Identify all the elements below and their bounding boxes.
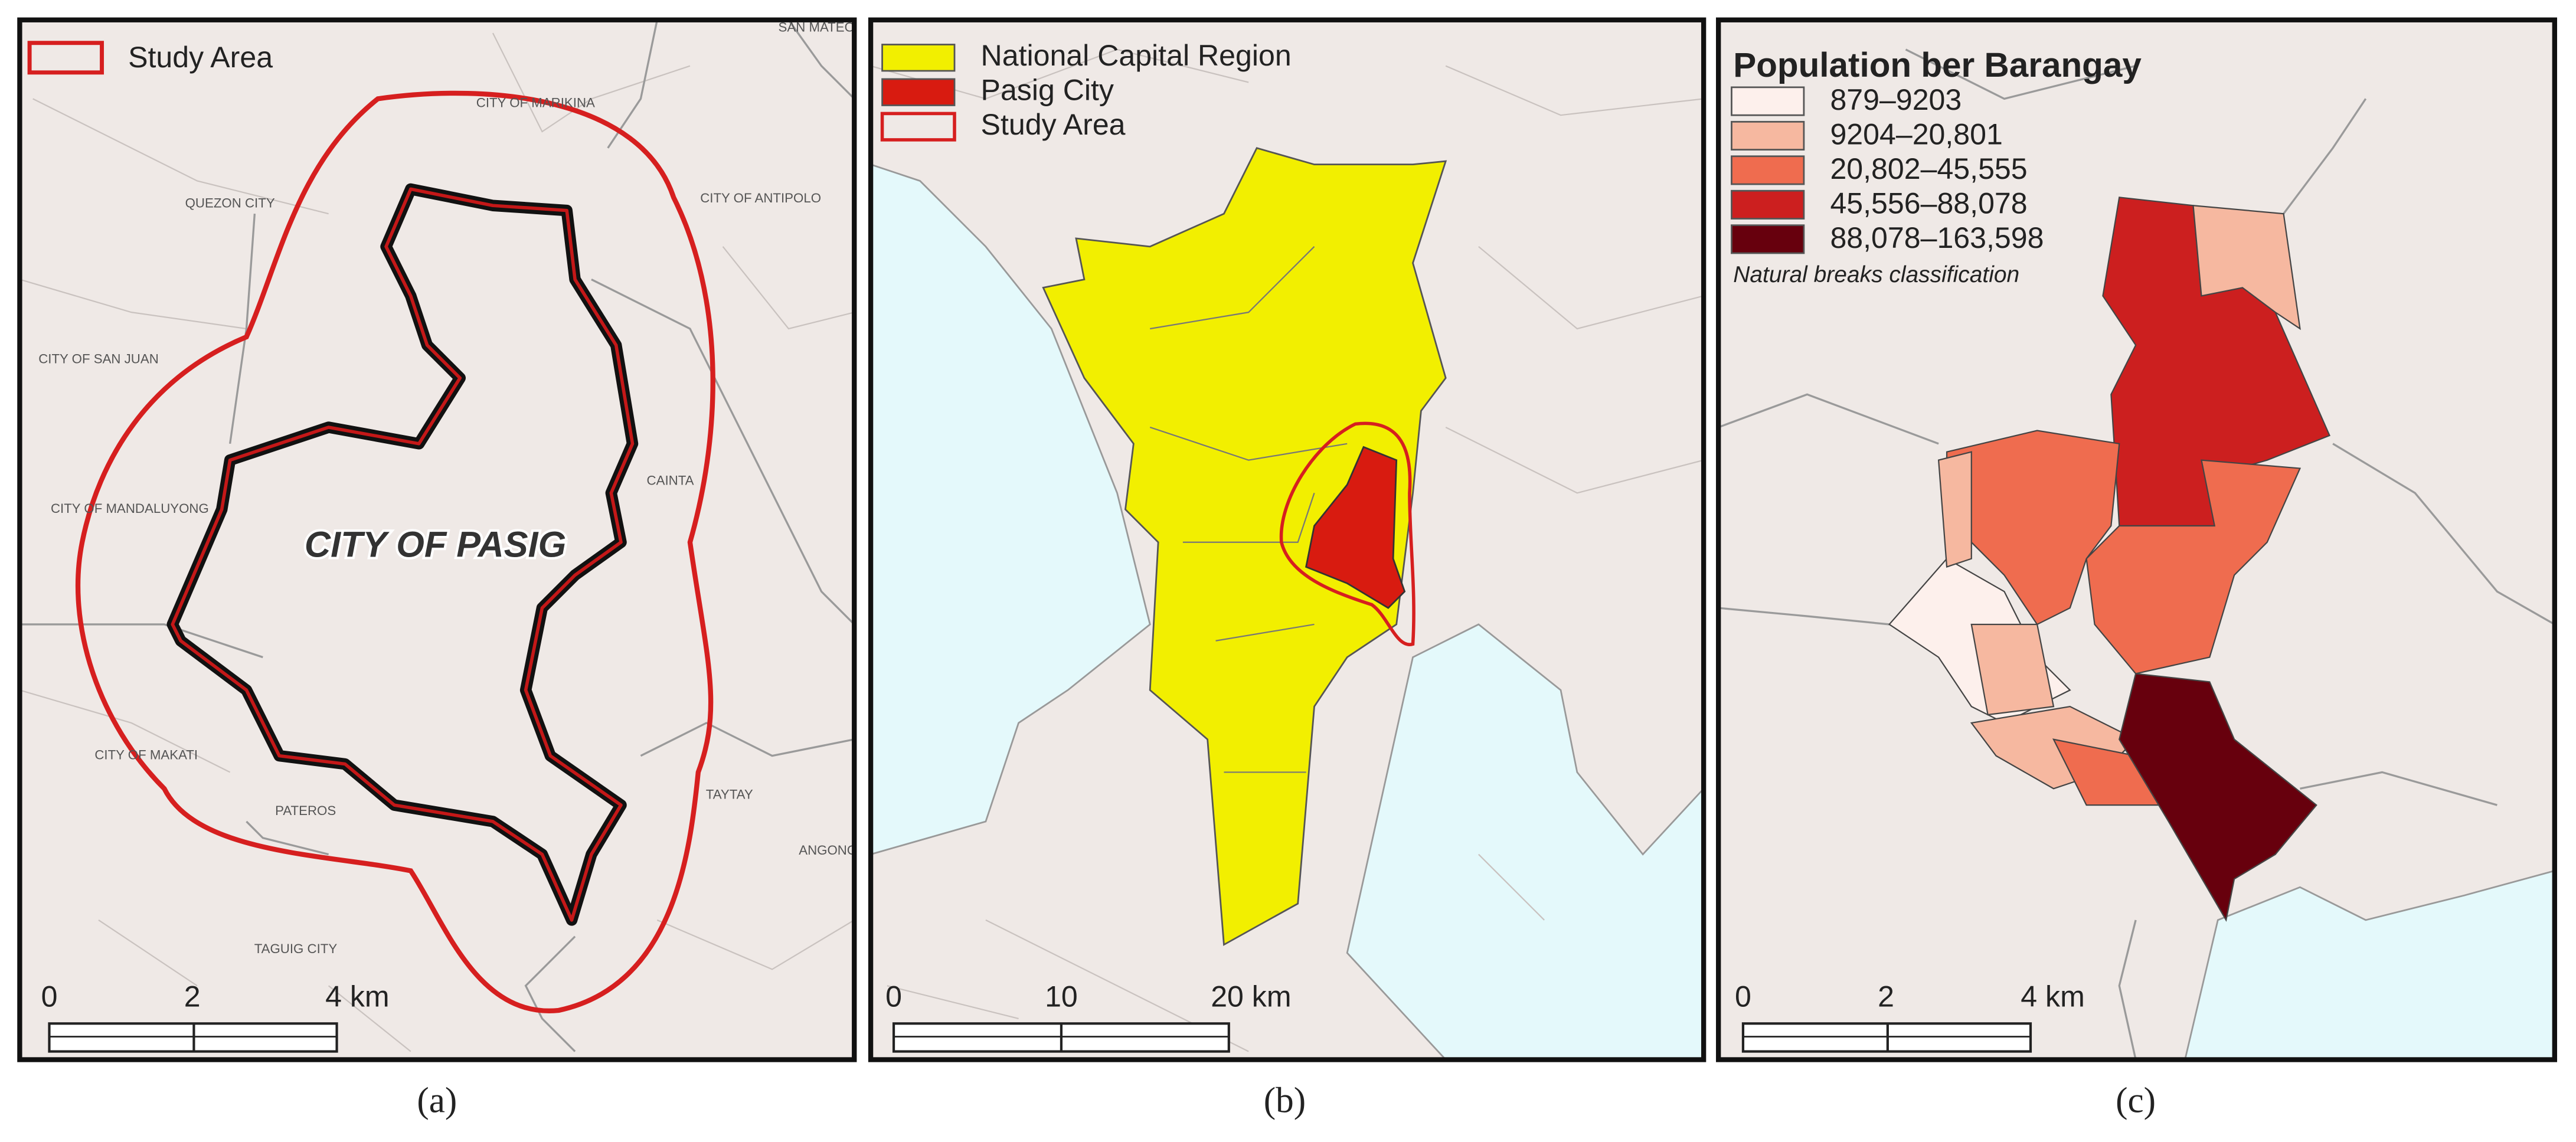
panel-frame — [1716, 17, 2557, 1062]
scale-label: 4 km — [325, 980, 390, 1013]
legend-swatch — [881, 44, 956, 72]
place-label: CITY OF ANTIPOLO — [700, 191, 821, 205]
boundary-lines — [19, 32, 855, 1052]
place-label: ANGONO — [799, 843, 857, 858]
barangay — [2119, 673, 2317, 922]
place-label: CAINTA — [647, 473, 694, 488]
place-label: CITY OF MANDALUYONG — [51, 501, 209, 516]
barangay — [1937, 451, 1972, 568]
legend-swatch — [1731, 155, 1805, 185]
legend-swatch — [1731, 86, 1805, 116]
legend-label: 9204–20,801 — [1830, 118, 2002, 151]
place-label: CITY OF MAKATI — [94, 747, 198, 762]
legend-label: Study Area — [981, 108, 1126, 141]
roads — [19, 19, 855, 1052]
legend-label: 879–9203 — [1830, 83, 1962, 116]
legend-label: 45,556–88,078 — [1830, 186, 2027, 220]
legend-label: 88,078–163,598 — [1830, 221, 2044, 254]
pasig-boundary-inner — [171, 187, 635, 922]
scale-label: 0 — [1735, 980, 1751, 1013]
map-a — [19, 19, 855, 1060]
legend-title: Population ber Barangay — [1733, 46, 2142, 84]
scale-label: 20 km — [1211, 980, 1291, 1013]
caption: (a) — [417, 1081, 457, 1121]
legend-label: National Capital Region — [981, 39, 1292, 72]
study-area-outline — [75, 90, 715, 1013]
legend-swatch — [1731, 224, 1805, 254]
lake — [2184, 869, 2555, 1060]
scale-label: 10 — [1045, 980, 1078, 1013]
scale-label: 0 — [41, 980, 58, 1013]
ncr — [1042, 147, 1447, 946]
scale-label: 2 — [184, 980, 201, 1013]
scale-label: 2 — [1878, 980, 1894, 1013]
barangay — [2192, 205, 2301, 331]
place-label: QUEZON CITY — [185, 195, 275, 210]
ncr-internal — [1149, 246, 1348, 773]
scale-label: 4 km — [2021, 980, 2085, 1013]
legend-label: Study Area — [128, 41, 273, 74]
barangay — [1970, 623, 2055, 716]
pasig-city — [1305, 446, 1406, 609]
panel-frame — [868, 17, 1707, 1062]
boundary-lines — [871, 48, 1704, 1052]
bay — [1346, 623, 1704, 1060]
place-label: PATEROS — [275, 803, 336, 818]
place-label: TAYTAY — [706, 787, 753, 801]
boundary-lines — [1718, 48, 2555, 1060]
caption: (b) — [1264, 1081, 1306, 1121]
place-label: CITY OF PASIG — [305, 524, 566, 564]
legend-swatch — [1731, 189, 1805, 220]
scale-label: 0 — [885, 980, 902, 1013]
place-label: CITY OF SAN JUAN — [38, 352, 159, 367]
map-c — [1718, 19, 2555, 1060]
legend-label: Pasig City — [981, 73, 1114, 106]
panel-frame — [17, 17, 857, 1062]
legend-swatch — [27, 41, 104, 75]
legend-label: 20,802–45,555 — [1830, 152, 2027, 185]
place-label: TAGUIG CITY — [254, 941, 338, 956]
caption: (c) — [2116, 1081, 2156, 1121]
legend-swatch — [881, 78, 956, 106]
study-area-outline — [1279, 421, 1416, 646]
map-b — [871, 19, 1704, 1060]
legend-swatch — [880, 112, 956, 142]
legend-swatch — [1731, 120, 1805, 151]
place-label: CITY OF MARIKINA — [476, 96, 595, 110]
sea — [871, 163, 1151, 856]
legend-note: Natural breaks classification — [1733, 262, 2019, 287]
